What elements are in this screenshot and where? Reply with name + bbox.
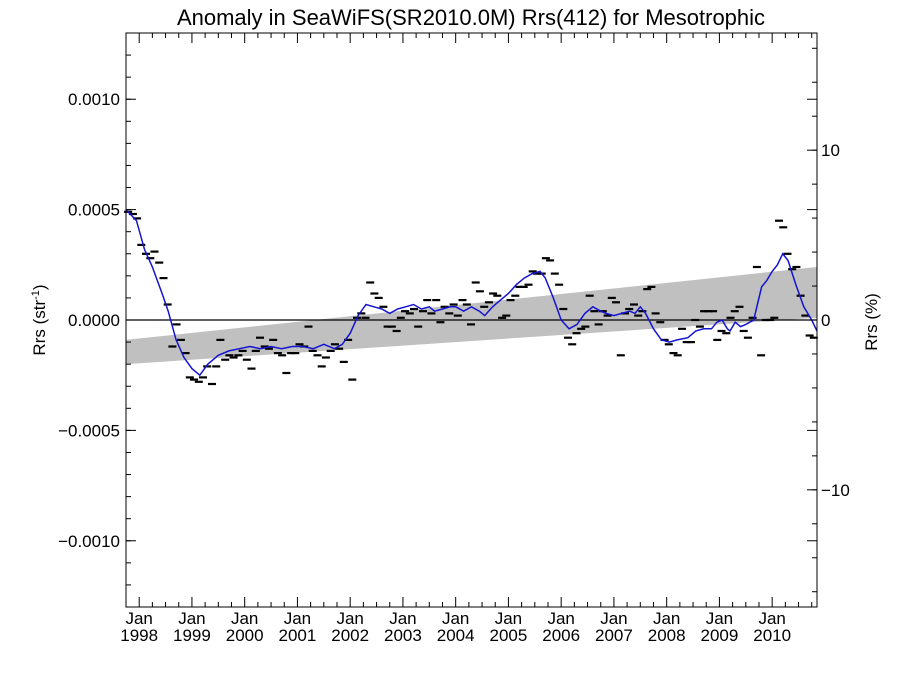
- x-tick-year: 2002: [331, 626, 369, 645]
- x-tick-month: Jan: [600, 609, 627, 628]
- trend-band-layer: [126, 267, 817, 365]
- x-tick-year: 2004: [437, 626, 475, 645]
- x-tick-month: Jan: [706, 609, 733, 628]
- x-tick-month: Jan: [495, 609, 522, 628]
- x-tick-month: Jan: [758, 609, 785, 628]
- x-tick-year: 2009: [701, 626, 739, 645]
- x-tick-year: 2006: [542, 626, 580, 645]
- x-tick-year: 2005: [490, 626, 528, 645]
- x-tick-year: 1998: [120, 626, 158, 645]
- x-tick-month: Jan: [178, 609, 205, 628]
- x-tick-month: Jan: [231, 609, 258, 628]
- y-tick-label: 0.0000: [68, 311, 120, 330]
- x-tick-month: Jan: [336, 609, 363, 628]
- x-tick-month: Jan: [389, 609, 416, 628]
- y-axis-label-left: Rrs (str-1): [30, 284, 49, 355]
- x-tick-month: Jan: [653, 609, 680, 628]
- y-right-tick-label: −10: [821, 481, 850, 500]
- x-tick-year: 2008: [648, 626, 686, 645]
- x-tick-month: Jan: [547, 609, 574, 628]
- x-tick-month: Jan: [284, 609, 311, 628]
- y-tick-label: −0.0010: [58, 532, 120, 551]
- y-tick-label: 0.0005: [68, 201, 120, 220]
- x-tick-year: 2007: [595, 626, 633, 645]
- x-tick-year: 1999: [173, 626, 211, 645]
- y-right-tick-label: 0: [821, 311, 830, 330]
- chart-title: Anomaly in SeaWiFS(SR2010.0M) Rrs(412) f…: [177, 5, 765, 30]
- x-tick-month: Jan: [125, 609, 152, 628]
- y-tick-label: 0.0010: [68, 90, 120, 109]
- x-tick-year: 2001: [279, 626, 317, 645]
- axis-ticks: 0.0010 0.0005 0.0000 −0.0005 −0.0010 10 0 −10 Ja…: [58, 32, 850, 645]
- y-tick-label: −0.0005: [58, 421, 120, 440]
- x-tick-year: 2003: [384, 626, 422, 645]
- y-axis-label-right: Rrs (%): [862, 293, 881, 351]
- smoothed-line-layer: [125, 209, 818, 377]
- x-tick-month: Jan: [442, 609, 469, 628]
- x-tick-year: 2010: [753, 626, 791, 645]
- x-tick-year: 2000: [226, 626, 264, 645]
- y-right-tick-label: 10: [821, 141, 840, 160]
- trend-band: [126, 267, 817, 365]
- smoothed-series-line: [125, 209, 818, 377]
